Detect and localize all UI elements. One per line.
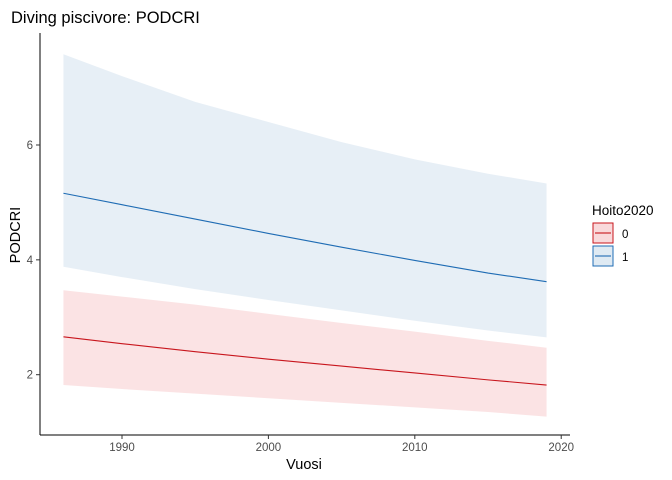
legend: Hoito2020 01 [592,203,654,267]
y-tick-label: 2 [27,370,33,382]
ribbon-series-1 [63,54,547,338]
legend-items: 01 [592,222,628,267]
x-tick-label: 1990 [109,442,135,454]
y-tick-label: 6 [27,140,33,152]
legend-item-1: 1 [592,245,628,267]
legend-title: Hoito2020 [592,203,654,218]
x-axis-title: Vuosi [286,457,322,473]
legend-label-0: 0 [622,229,628,241]
x-tick-label: 2010 [402,442,428,454]
x-tick-label: 2000 [256,442,282,454]
legend-item-0: 0 [592,222,628,244]
y-axis-title: PODCRI [8,207,24,263]
ribbon-series-0 [63,290,547,417]
chart-title: Diving piscivore: PODCRI [11,9,200,27]
ribbons [63,54,547,417]
y-axis-ticks: 2 4 6 [27,140,40,382]
line-series-1 [63,192,547,283]
series-lines [63,192,547,386]
x-tick-label: 2020 [548,442,574,454]
x-axis-ticks: 1990 2000 2010 2020 [109,435,574,454]
y-tick-label: 4 [27,255,34,267]
line-series-0 [63,336,547,386]
legend-label-1: 1 [622,252,628,264]
plot-area [63,54,547,417]
